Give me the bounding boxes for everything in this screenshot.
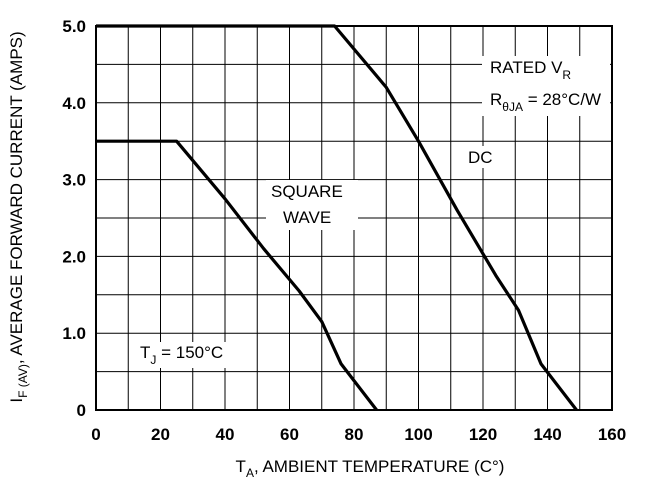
x-tick-label: 40 <box>216 425 235 444</box>
x-tick-label: 20 <box>151 425 170 444</box>
dc-curve-label: DC <box>468 148 493 167</box>
square-wave-label-line1: SQUARE <box>271 182 343 201</box>
rated-vr-label: RATED VR <box>490 58 571 82</box>
y-tick-label: 0 <box>77 401 86 420</box>
y-tick-label: 4.0 <box>62 94 86 113</box>
plot-frame <box>95 25 613 411</box>
x-axis-title: TA, AMBIENT TEMPERATURE (C°) <box>236 457 505 479</box>
x-tick-label: 100 <box>404 425 432 444</box>
y-tick-label: 5.0 <box>62 17 86 36</box>
y-axis-title: IF (AV), AVERAGE FORWARD CURRENT (AMPS) <box>7 31 30 402</box>
x-tick-label: 60 <box>280 425 299 444</box>
x-tick-label: 160 <box>598 425 626 444</box>
x-tick-label: 140 <box>533 425 561 444</box>
y-tick-label: 2.0 <box>62 247 86 266</box>
x-tick-labels: 0 20 40 60 80 100 120 140 160 <box>91 425 626 444</box>
dc-curve <box>96 24 578 411</box>
square-wave-label-line2: WAVE <box>283 208 331 227</box>
x-tick-label: 0 <box>91 425 100 444</box>
x-tick-label: 120 <box>469 425 497 444</box>
y-tick-label: 1.0 <box>62 324 86 343</box>
y-tick-label: 3.0 <box>62 171 86 190</box>
thermal-resistance-label: RθJA = 28°C/W <box>490 90 601 114</box>
square-wave-label-bg <box>266 180 358 230</box>
dc-label-bg <box>464 146 498 168</box>
x-tick-label: 80 <box>345 425 364 444</box>
junction-temp-label: TJ = 150°C <box>140 343 223 367</box>
rated-label-bg <box>482 56 610 116</box>
square-wave-curve <box>96 139 378 411</box>
curves <box>96 24 578 411</box>
y-tick-labels: 0 1.0 2.0 3.0 4.0 5.0 <box>62 17 86 420</box>
tj-label-bg <box>137 342 237 368</box>
